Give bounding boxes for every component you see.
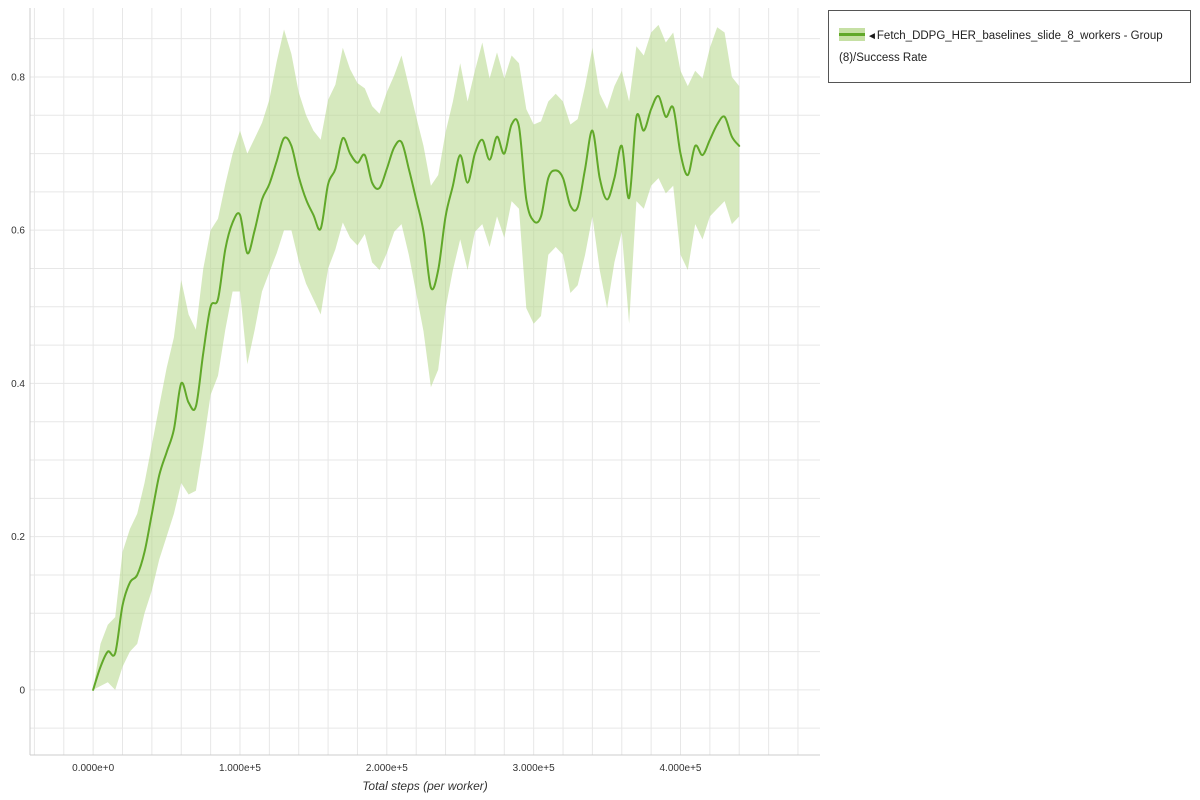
y-tick-label: 0.2 [11,532,25,543]
x-tick-label: 3.000e+5 [513,763,555,774]
x-axis-title: Total steps (per worker) [362,779,488,793]
x-tick-label: 0.000e+0 [72,763,114,774]
legend-label: Fetch_DDPG_HER_baselines_slide_8_workers… [839,30,1163,65]
series-line [92,95,741,691]
y-tick-label: 0.8 [11,72,25,83]
legend-swatch [839,28,865,41]
y-tick-label: 0.6 [11,226,25,237]
legend-swatch-line [839,33,865,36]
legend[interactable]: ◄Fetch_DDPG_HER_baselines_slide_8_worker… [828,10,1191,83]
y-tick-label: 0.4 [11,379,25,390]
legend-marker-icon: ◄ [867,31,877,42]
y-tick-label: 0 [19,685,25,696]
x-tick-label: 4.000e+5 [660,763,702,774]
x-tick-label: 2.000e+5 [366,763,408,774]
confidence-band [93,24,740,690]
x-tick-label: 1.000e+5 [219,763,261,774]
